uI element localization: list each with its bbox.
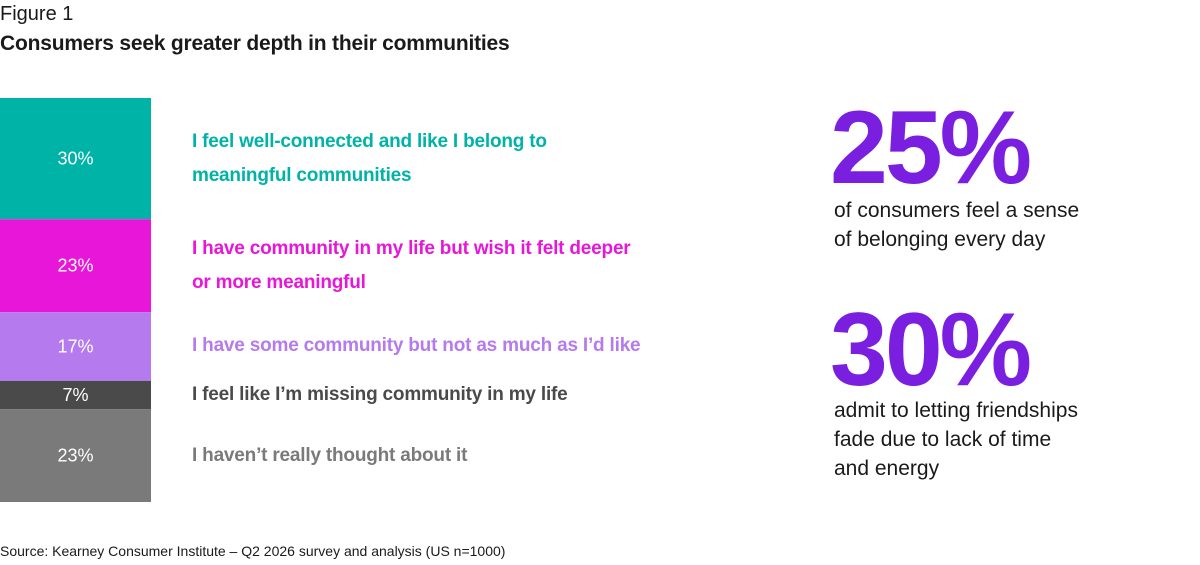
stacked-bar-chart: 30% 23% 17% 7% 23% xyxy=(0,98,151,502)
figure-label: Figure 1 xyxy=(0,3,74,25)
segment-category-label-line: I have some community but not as much as… xyxy=(192,335,641,357)
segment-category-label: I feel well-connected and like I belong … xyxy=(192,125,547,193)
stat-text-line: of consumers feel a sense xyxy=(834,199,1080,222)
segment-category-label-line: I have community in my life but wish it … xyxy=(192,237,631,259)
segment-category-label-line: I feel like I’m missing community in my … xyxy=(192,383,568,405)
bar-segment xyxy=(0,312,151,381)
segment-category-label: I haven’t really thought about it xyxy=(192,439,467,473)
segment-category-label: I feel like I’m missing community in my … xyxy=(192,378,568,412)
bar-value-label: 17% xyxy=(57,336,93,356)
stat-text-line: admit to letting friendships xyxy=(834,399,1078,422)
stat-value-belonging: 25% xyxy=(830,90,1032,206)
segment-category-label-line: or more meaningful xyxy=(192,271,366,293)
stat-text-belonging: of consumers feel a sense of belonging e… xyxy=(834,196,1154,254)
segment-category-label-line: meaningful communities xyxy=(192,164,412,186)
bar-value-label: 30% xyxy=(57,149,93,169)
stat-text-friendships: admit to letting friendships fade due to… xyxy=(834,396,1154,483)
source-note: Source: Kearney Consumer Institute – Q2 … xyxy=(0,543,506,559)
figure-title: Consumers seek greater depth in their co… xyxy=(0,32,510,55)
bar-value-label: 23% xyxy=(57,446,93,466)
bar-value-label: 23% xyxy=(57,256,93,276)
bar-segment xyxy=(0,219,151,313)
segment-category-label-line: I feel well-connected and like I belong … xyxy=(192,130,547,152)
stat-value-friendships: 30% xyxy=(830,292,1032,408)
segment-category-label: I have community in my life but wish it … xyxy=(192,232,631,300)
segment-category-label-line: I haven’t really thought about it xyxy=(192,444,468,466)
stat-text-line: and energy xyxy=(834,457,940,480)
segment-category-label: I have some community but not as much as… xyxy=(192,329,641,363)
stat-text-line: of belonging every day xyxy=(834,228,1046,251)
bar-value-label: 7% xyxy=(62,385,88,405)
stat-text-line: fade due to lack of time xyxy=(834,428,1052,451)
bar-segment xyxy=(0,98,151,220)
bar-segment xyxy=(0,380,151,410)
bar-segment xyxy=(0,409,151,502)
